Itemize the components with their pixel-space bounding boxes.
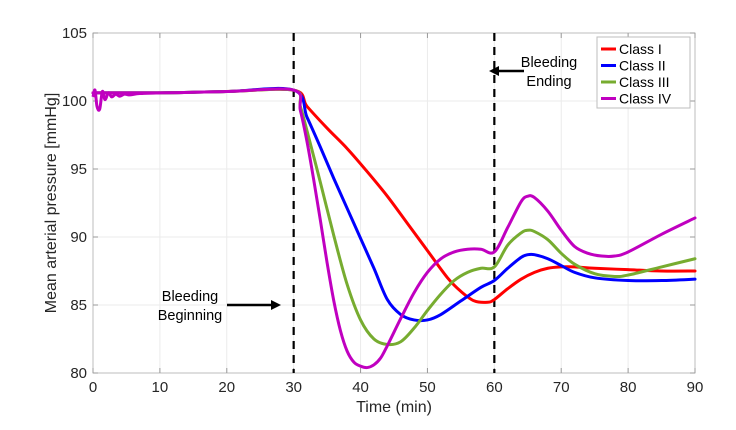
axes-frame bbox=[92, 32, 696, 374]
series-line-class-ii bbox=[91, 86, 697, 323]
arrowhead-right-icon bbox=[271, 300, 281, 310]
x-tick-labels: 0 10 20 30 40 50 60 70 80 90 bbox=[89, 379, 704, 396]
x-tick-label: 70 bbox=[553, 379, 570, 396]
initial-transient-line bbox=[91, 88, 160, 112]
annotation-bleeding-beginning: Bleeding Beginning bbox=[158, 289, 281, 324]
series-line-class-iii bbox=[91, 87, 697, 347]
annotation-bleeding-ending-line2: Ending bbox=[526, 74, 571, 90]
y-tick-label: 95 bbox=[70, 161, 87, 178]
annotation-bleeding-beginning-line2: Beginning bbox=[158, 308, 223, 324]
annotation-bleeding-beginning-line1: Bleeding bbox=[162, 289, 218, 305]
y-axis-title: Mean arterial pressure [mmHg] bbox=[43, 93, 60, 314]
x-tick-label: 30 bbox=[285, 379, 302, 396]
legend-label-class-ii: Class II bbox=[619, 58, 666, 74]
x-tick-label: 10 bbox=[152, 379, 169, 396]
annotation-bleeding-ending-line1: Bleeding bbox=[521, 55, 577, 71]
x-tick-label: 40 bbox=[352, 379, 369, 396]
x-axis-title: Time (min) bbox=[356, 399, 432, 416]
series-line-class-iv bbox=[91, 87, 697, 370]
x-tick-label: 80 bbox=[620, 379, 637, 396]
legend-label-class-iv: Class IV bbox=[619, 91, 672, 107]
y-tick-label: 105 bbox=[62, 25, 87, 42]
x-tick-label: 0 bbox=[89, 379, 97, 396]
y-tick-label: 90 bbox=[70, 229, 87, 246]
legend-label-class-i: Class I bbox=[619, 41, 662, 57]
y-tick-label: 100 bbox=[62, 93, 87, 110]
annotation-bleeding-ending: Bleeding Ending bbox=[489, 55, 577, 90]
x-tick-label: 50 bbox=[419, 379, 436, 396]
y-tick-labels: 80 85 90 95 100 105 bbox=[62, 25, 87, 382]
arrowhead-left-icon bbox=[489, 66, 499, 76]
x-tick-label: 20 bbox=[218, 379, 235, 396]
series-line-class-i bbox=[91, 87, 697, 304]
x-tick-label: 60 bbox=[486, 379, 503, 396]
y-tick-label: 85 bbox=[70, 297, 87, 314]
legend-label-class-iii: Class III bbox=[619, 74, 670, 90]
x-tick-label: 90 bbox=[687, 379, 704, 396]
series-lines bbox=[91, 86, 697, 370]
y-tick-label: 80 bbox=[70, 365, 87, 382]
